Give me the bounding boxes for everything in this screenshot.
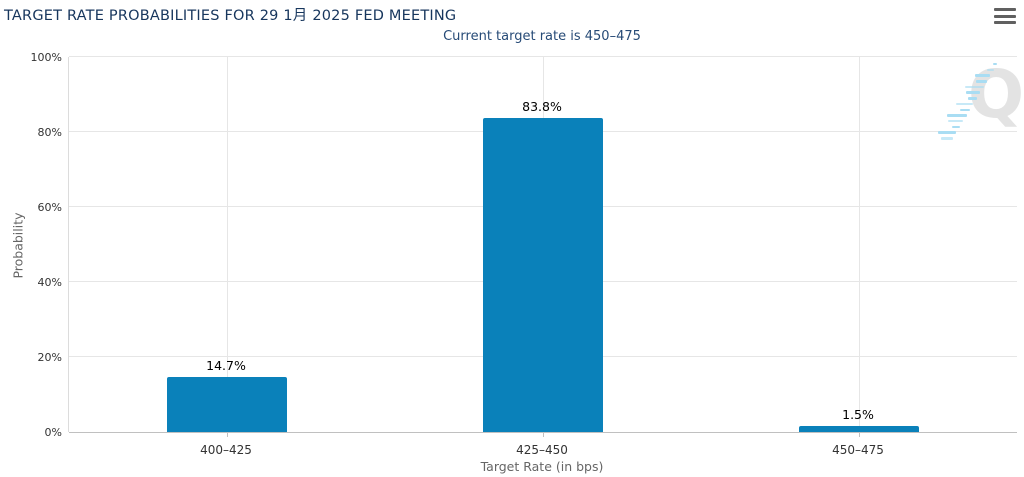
probability-bar-400-425[interactable]	[167, 376, 287, 432]
watermark-slash-dash	[966, 91, 981, 94]
y-tick-label: 0%	[44, 426, 62, 439]
x-gridline	[227, 57, 228, 432]
x-category-label: 450–475	[832, 443, 884, 457]
x-category-label: 425–450	[516, 443, 568, 457]
probability-bar-450-475[interactable]	[799, 426, 919, 432]
watermark-slash-dash	[986, 68, 994, 72]
watermark-slash-dash	[938, 131, 957, 134]
hamburger-icon	[994, 14, 1016, 18]
bar-value-label: 83.8%	[522, 98, 562, 114]
y-tick-label: 80%	[37, 126, 62, 139]
hamburger-icon	[994, 8, 1016, 11]
x-axis-tick	[227, 432, 228, 437]
bar-value-label: 1.5%	[842, 407, 874, 423]
chart-subtitle: Current target rate is 450–475	[443, 29, 641, 44]
watermark-slash-dash	[941, 137, 953, 140]
y-tick-label: 20%	[37, 351, 62, 364]
chart-title: TARGET RATE PROBABILITIES FOR 29 1月 2025…	[4, 8, 457, 24]
y-tick-label: 100%	[30, 51, 62, 64]
y-gridline	[69, 56, 1017, 57]
watermark-slash-dash	[993, 62, 998, 66]
bar-value-label: 14.7%	[206, 357, 246, 373]
watermark-slash-dash	[951, 125, 960, 129]
x-axis-tick	[543, 432, 544, 437]
watermark-slash-dash	[964, 85, 984, 89]
x-category-label: 400–425	[200, 443, 252, 457]
watermark-slash-dash	[975, 74, 991, 77]
x-axis-title: Target Rate (in bps)	[480, 459, 604, 474]
watermark-slash-dash	[967, 97, 977, 100]
plot-area	[68, 56, 1017, 437]
watermark-slash-dash	[960, 108, 970, 111]
watermark-slash-dash	[956, 102, 974, 106]
watermark-slash-dash	[976, 80, 987, 83]
hamburger-icon	[994, 21, 1016, 24]
hamburger-menu-button[interactable]	[994, 8, 1016, 24]
x-axis-tick	[859, 432, 860, 437]
x-gridline	[859, 57, 860, 432]
watermark-slash-dash	[948, 119, 964, 123]
probability-bar-425-450[interactable]	[483, 117, 603, 432]
watermark-slash-dash	[946, 114, 967, 117]
y-tick-label: 40%	[37, 276, 62, 289]
q-watermark-logo: Q	[968, 56, 1024, 133]
y-tick-label: 60%	[37, 201, 62, 214]
